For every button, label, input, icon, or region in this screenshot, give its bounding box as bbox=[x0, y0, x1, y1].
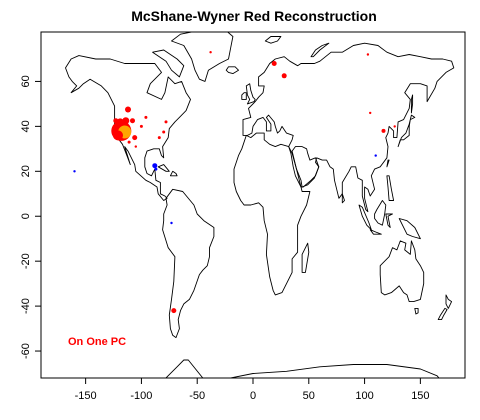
coastline-europe-asia bbox=[242, 42, 455, 213]
data-point-22 bbox=[271, 61, 277, 66]
x-axis: -150 -100 -50 0 50 100 150 bbox=[75, 378, 430, 402]
coastline-sakhalin bbox=[410, 94, 414, 114]
data-point-21 bbox=[171, 308, 177, 314]
coastline-svalbard bbox=[264, 36, 282, 44]
y-tick-label: -60 bbox=[20, 343, 32, 359]
y-axis: 60 40 20 0 -20 -40 -60 bbox=[20, 75, 41, 359]
data-point-28 bbox=[393, 125, 396, 128]
x-tick-label: 0 bbox=[250, 390, 256, 402]
x-tick-label: 150 bbox=[411, 390, 429, 402]
coastline-africa bbox=[233, 132, 311, 296]
x-tick-label: -100 bbox=[130, 390, 152, 402]
coastline-hispaniola bbox=[169, 170, 178, 177]
x-tick-label: 50 bbox=[303, 390, 315, 402]
data-point-14 bbox=[157, 136, 161, 140]
data-point-19 bbox=[73, 170, 76, 173]
y-tick-label: -40 bbox=[20, 298, 32, 314]
coastline-new-zealand-north bbox=[445, 294, 453, 309]
coastline-antarctica bbox=[165, 359, 440, 378]
data-point-6 bbox=[130, 118, 135, 124]
data-point-26 bbox=[381, 128, 386, 133]
data-point-8 bbox=[113, 118, 119, 124]
data-point-9 bbox=[132, 135, 138, 141]
y-tick-label: 0 bbox=[20, 213, 32, 219]
data-point-27 bbox=[369, 111, 372, 115]
data-point-12 bbox=[127, 140, 131, 144]
coastline-java bbox=[369, 229, 382, 235]
x-tick-label: 100 bbox=[355, 390, 373, 402]
coastline-ireland bbox=[241, 92, 247, 100]
data-point-17 bbox=[152, 163, 158, 169]
data-point-5 bbox=[122, 117, 130, 125]
coastline-baffin bbox=[152, 49, 185, 78]
data-point-15 bbox=[164, 120, 168, 124]
coastlines bbox=[65, 32, 455, 378]
coastline-arabia bbox=[291, 146, 320, 188]
coastline-great-britain bbox=[245, 83, 256, 105]
data-point-29 bbox=[374, 154, 377, 157]
coastline-greenland bbox=[171, 32, 234, 82]
coastline-sri-lanka bbox=[341, 193, 345, 204]
coastline-japan bbox=[397, 114, 416, 148]
data-point-13 bbox=[162, 130, 166, 134]
coastline-australia bbox=[379, 240, 425, 303]
y-tick-label: 40 bbox=[20, 120, 32, 132]
data-point-25 bbox=[366, 53, 370, 56]
data-point-3 bbox=[113, 130, 123, 141]
data-point-7 bbox=[125, 106, 131, 113]
data-point-18 bbox=[154, 167, 158, 171]
coastline-iceland bbox=[225, 66, 239, 75]
coastline-novaya-zemlya bbox=[310, 42, 330, 58]
coastline-north-america bbox=[65, 55, 191, 201]
coastline-madagascar bbox=[301, 242, 310, 273]
coastline-taiwan bbox=[386, 159, 390, 168]
coastline-tasmania bbox=[414, 307, 419, 315]
y-tick-label: -20 bbox=[20, 253, 32, 269]
coastline-new-zealand-south bbox=[437, 307, 448, 321]
plot-frame bbox=[40, 31, 466, 379]
data-point-4 bbox=[116, 118, 124, 126]
data-point-24 bbox=[209, 51, 212, 54]
coastline-new-guinea bbox=[398, 218, 421, 240]
coastline-sulawesi bbox=[385, 213, 393, 228]
y-tick-label: 20 bbox=[20, 165, 32, 177]
coastline-south-america bbox=[162, 188, 215, 339]
annotation-on-one-pc: On One PC bbox=[68, 336, 126, 348]
data-point-23 bbox=[281, 73, 287, 79]
x-tick-label: -150 bbox=[75, 390, 97, 402]
coastline-philippines bbox=[386, 175, 395, 201]
x-tick-label: -50 bbox=[189, 390, 205, 402]
coastline-cuba bbox=[157, 164, 170, 172]
data-point-10 bbox=[139, 124, 143, 128]
data-point-20 bbox=[170, 221, 173, 225]
data-point-11 bbox=[144, 115, 148, 119]
data-point-16 bbox=[134, 145, 137, 148]
y-tick-label: 60 bbox=[20, 75, 32, 87]
chart-title: McShane-Wyner Red Reconstruction bbox=[131, 8, 377, 24]
coastline-borneo bbox=[374, 200, 387, 226]
data-points bbox=[73, 51, 396, 314]
